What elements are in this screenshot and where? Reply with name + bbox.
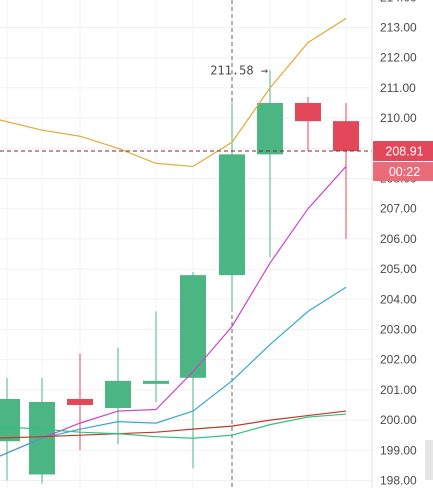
y-tick-label: 210.00	[380, 111, 417, 125]
candle-body	[105, 380, 131, 409]
y-tick-label: 198.00	[380, 474, 417, 488]
high-annotation: 211.58 →	[210, 63, 268, 77]
y-tick-label: 199.00	[380, 443, 417, 457]
y-tick-label: 212.00	[380, 51, 417, 65]
y-tick-label: 206.00	[380, 232, 417, 246]
y-tick-label: 205.00	[380, 262, 417, 276]
candle-body	[219, 154, 245, 276]
y-tick-label: 214.00	[380, 0, 417, 4]
candle-body	[180, 275, 206, 378]
candle-body	[143, 380, 169, 384]
indicator-line	[0, 410, 347, 439]
y-tick-label: 211.00	[380, 81, 416, 95]
y-tick-label: 202.00	[380, 353, 417, 367]
y-tick-label: 204.00	[380, 292, 417, 306]
candle-body	[0, 398, 20, 442]
candle-body	[67, 398, 93, 405]
countdown-label: 00:22	[389, 165, 420, 179]
indicator-line	[0, 413, 347, 439]
y-tick-label: 203.00	[380, 323, 417, 337]
countdown-tag	[373, 162, 433, 182]
candles	[0, 70, 359, 484]
candle-body	[257, 103, 283, 155]
indicator-line	[0, 286, 347, 457]
price-tag	[373, 141, 433, 162]
indicator-lines	[0, 17, 347, 457]
y-tick-label: 200.00	[380, 413, 417, 427]
candle-body	[295, 103, 321, 122]
y-tick-label: 201.00	[380, 383, 417, 397]
y-tick-label: 213.00	[380, 21, 417, 35]
candle-body	[333, 121, 359, 152]
price-tag-label: 208.91	[385, 145, 423, 159]
settings-button[interactable]	[425, 440, 433, 480]
y-tick-label: 207.00	[380, 202, 417, 216]
indicator-line	[0, 17, 347, 168]
